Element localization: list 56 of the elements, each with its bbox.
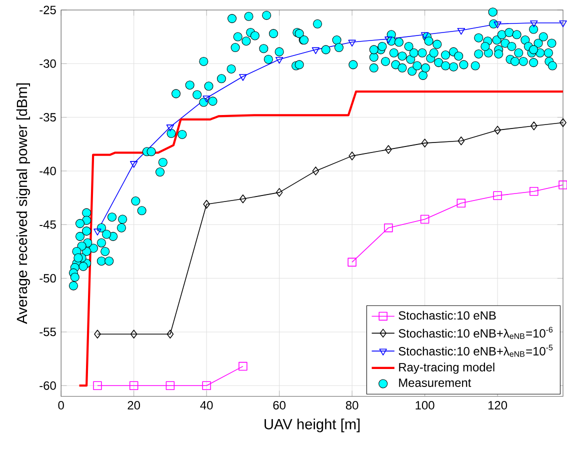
x-tick-label: 40 [200, 400, 213, 410]
point [202, 381, 211, 390]
point [530, 121, 538, 130]
point [385, 145, 392, 154]
y-tick-label: -50 [40, 274, 56, 282]
x-tick-label: 60 [273, 400, 286, 410]
x-tick-label: 0 [58, 400, 64, 410]
point [420, 214, 430, 224]
point [494, 126, 501, 135]
point [559, 20, 567, 28]
point [312, 166, 320, 176]
point [560, 118, 566, 127]
y-tick-label: -35 [40, 113, 56, 122]
point [384, 223, 393, 232]
point [276, 188, 283, 197]
x-tick-label: 120 [488, 400, 508, 410]
point [93, 381, 102, 390]
point [239, 74, 247, 81]
point [129, 381, 138, 390]
y-tick-label: -55 [40, 328, 56, 336]
point [166, 330, 174, 338]
point [240, 194, 246, 204]
y-tick-label: -25 [40, 6, 56, 14]
y-tick-label: -40 [40, 166, 56, 176]
y-tick-label: -45 [40, 220, 56, 229]
legend-label: Ray-tracing model [399, 362, 494, 374]
y-tick-label: -30 [40, 59, 56, 68]
point [348, 152, 356, 160]
point [348, 258, 356, 267]
point [457, 28, 466, 35]
point [203, 200, 210, 209]
point [275, 56, 284, 64]
point [420, 32, 429, 39]
point [312, 47, 320, 54]
point [130, 330, 138, 338]
point [456, 198, 466, 208]
point [493, 191, 502, 200]
point [94, 330, 101, 338]
line-series [78, 90, 564, 387]
point [530, 186, 538, 196]
point [130, 161, 138, 168]
x-tick-label: 100 [416, 400, 434, 410]
y-tick-label: -60 [40, 381, 56, 390]
legend-label: Measurement [399, 378, 472, 387]
point [421, 138, 428, 148]
x-axis-title: UAV height [m] [264, 418, 360, 432]
point [348, 40, 356, 46]
x-tick-label: 80 [346, 400, 358, 410]
x-tick-label: 20 [128, 400, 140, 410]
legend-label: Stochastic:10 eNB+λ$_{eNB}$=10$^{-6}$ [398, 326, 553, 339]
point [238, 362, 248, 371]
point [166, 381, 175, 390]
point [458, 136, 465, 146]
y-axis-title: Average received signal power [dBm] [16, 83, 30, 324]
legend-label: Stochastic:10 eNB [398, 310, 496, 320]
legend-label: Stochastic:10 eNB+λ$_{eNB}$=10$^{-5}$ [398, 344, 553, 357]
